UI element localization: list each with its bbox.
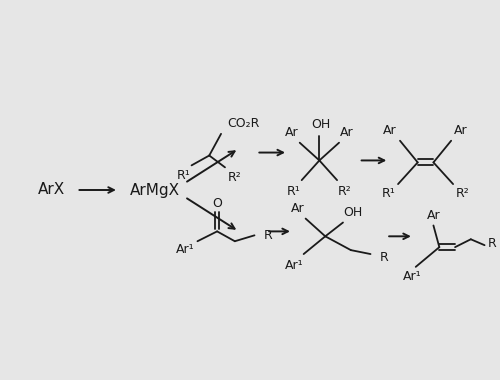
Text: Ar: Ar [426, 209, 440, 222]
Text: R²: R² [338, 185, 352, 198]
Text: Ar: Ar [454, 124, 468, 138]
Text: R¹: R¹ [177, 169, 190, 182]
Text: O: O [212, 197, 222, 210]
Text: R: R [264, 229, 272, 242]
Text: ArMgX: ArMgX [130, 182, 180, 198]
Text: CO₂R: CO₂R [227, 117, 260, 130]
Text: Ar: Ar [340, 126, 353, 139]
Text: R¹: R¹ [382, 187, 395, 200]
Text: Ar: Ar [291, 202, 304, 215]
Text: Ar¹: Ar¹ [284, 260, 303, 272]
Text: Ar¹: Ar¹ [402, 270, 421, 283]
Text: R: R [488, 237, 497, 250]
Text: R²: R² [456, 187, 470, 200]
Text: Ar: Ar [384, 124, 397, 138]
Text: R¹: R¹ [287, 185, 300, 198]
Text: R²: R² [228, 171, 241, 184]
Text: R: R [380, 252, 388, 264]
Text: Ar¹: Ar¹ [176, 242, 195, 256]
Text: Ar: Ar [285, 126, 298, 139]
Text: ArX: ArX [38, 182, 66, 198]
Text: OH: OH [312, 119, 331, 131]
Text: OH: OH [343, 206, 362, 219]
